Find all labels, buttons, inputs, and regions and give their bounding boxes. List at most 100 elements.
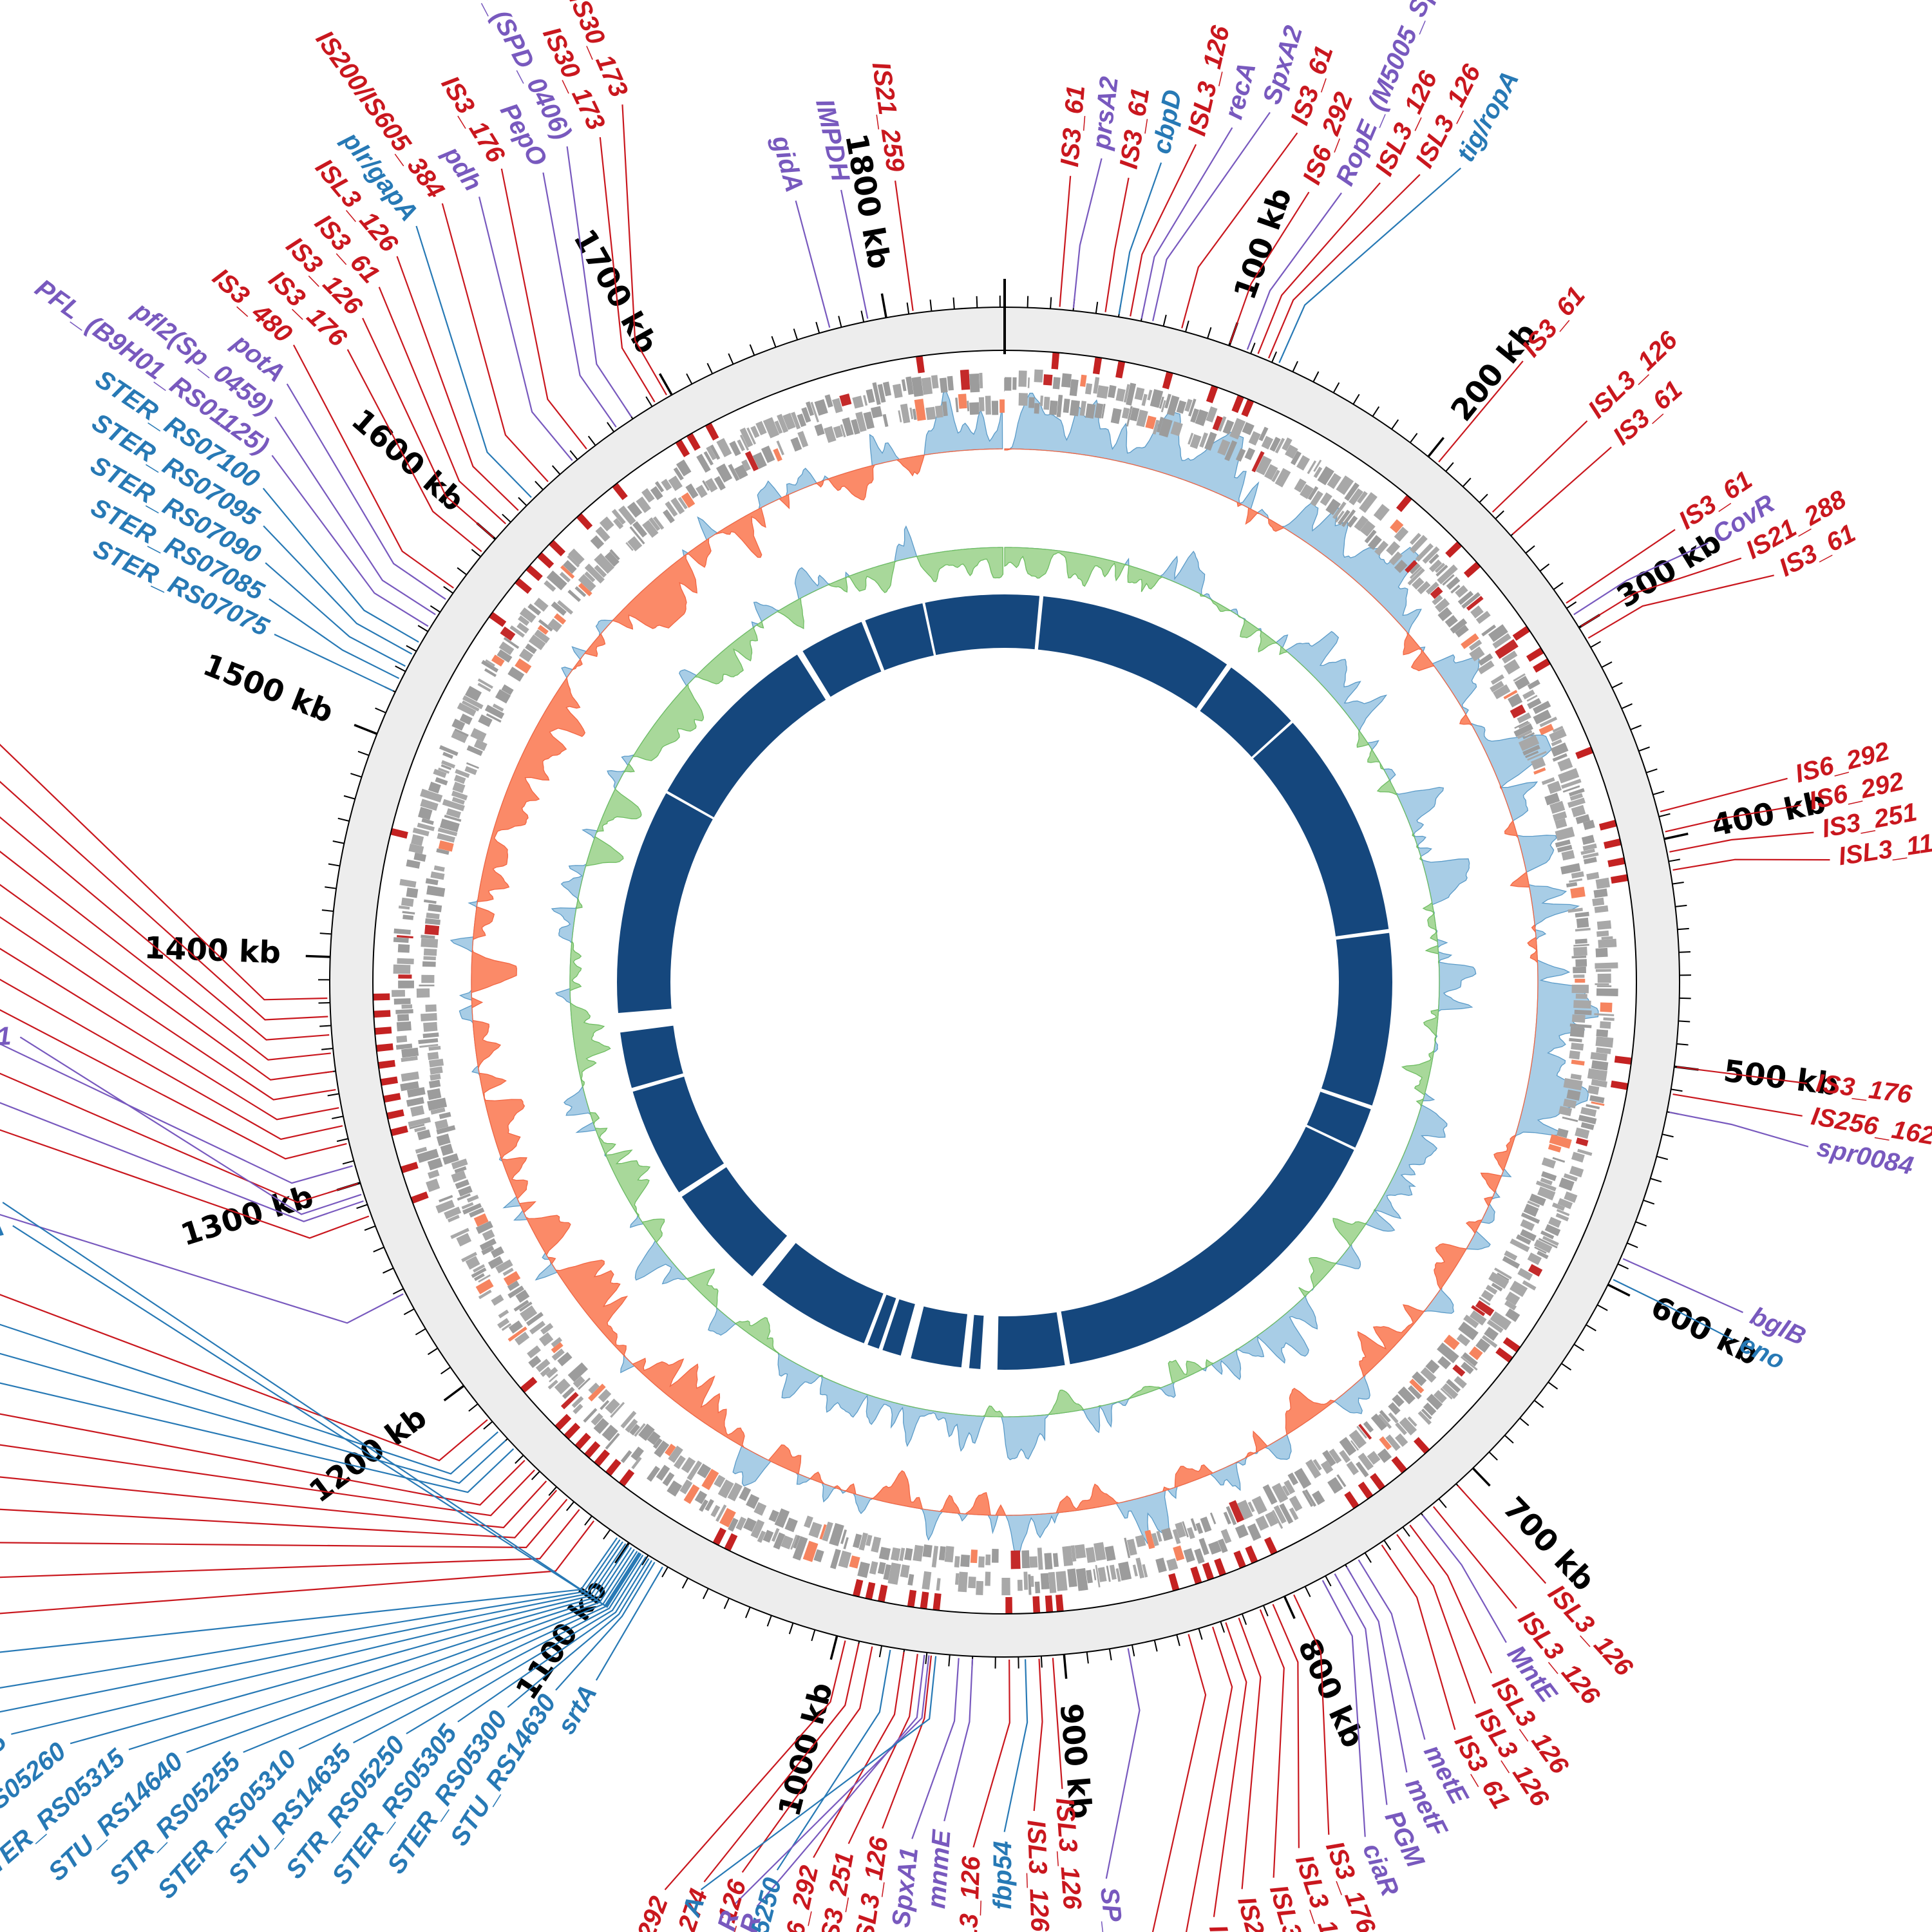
track-gc-skew: [551, 525, 1477, 1461]
label-leader-line: [0, 1509, 580, 1578]
label-leader-line: [500, 168, 587, 450]
label-leader-line: [911, 1658, 960, 1839]
label-leader-line: [1267, 174, 1421, 359]
label-leader-line: [1672, 858, 1830, 871]
locus-tag-label: fbp54: [989, 1841, 1017, 1910]
label-leader-line: [1669, 831, 1814, 853]
label-leader-line: [595, 1566, 663, 1681]
label-leader-line: [1358, 1559, 1426, 1740]
label-leader-line: [1381, 1544, 1456, 1730]
label-leader-line: [1278, 167, 1461, 363]
label-leader-line: [1033, 1658, 1043, 1812]
label-leader-line: [1105, 1648, 1141, 1879]
label-leader-line: [1321, 1580, 1366, 1837]
locus-tag-label: srtA: [552, 1680, 602, 1739]
label-leader-line: [1669, 1112, 1809, 1148]
is-element-label: ISL3_126: [1182, 23, 1235, 138]
axis-tick-label: 1500 kb: [198, 647, 338, 730]
label-leader-line: [813, 1652, 905, 1859]
label-leader-line: [0, 1043, 353, 1184]
label-leader-line: [1346, 1566, 1408, 1773]
label-leader-line: [12, 1225, 642, 1608]
label-leader-line: [1003, 1659, 1028, 1832]
label-leader-line: [263, 525, 413, 655]
gene-name-label: SP_0676: [1095, 1886, 1135, 1932]
label-leader-line: [1512, 446, 1612, 535]
label-leader-line: [1334, 1573, 1388, 1805]
label-leader-line: [1613, 1278, 1734, 1341]
label-leader-line: [0, 884, 334, 1081]
label-leader-line: [1409, 1524, 1493, 1674]
is-element-label: IS6_292: [614, 1893, 674, 1932]
label-leader-line: [1238, 1617, 1262, 1889]
label-leader-line: [703, 1643, 860, 1882]
label-leader-line: [840, 189, 869, 319]
is-element-label: ISL3_126: [953, 1855, 985, 1932]
label-leader-line: [1622, 1258, 1743, 1313]
label-leader-line: [269, 598, 400, 679]
label-leader-line: [0, 1520, 595, 1615]
label-leader-line: [441, 203, 549, 482]
label-leader-line: [1573, 542, 1709, 616]
axis-tick-label: 1100 kb: [509, 1573, 614, 1707]
label-leader-line: [599, 137, 656, 402]
label-leader-line: [0, 1323, 499, 1475]
track-gene-tiles: [392, 369, 1618, 1596]
label-leader-line: [1457, 1485, 1547, 1584]
is-element-label: IS3_176: [1815, 1069, 1914, 1109]
label-leader-line: [1152, 111, 1271, 321]
gene-name-label: SpxA1: [887, 1846, 923, 1929]
label-leader-line: [1185, 1626, 1233, 1932]
label-leader-line: [2, 1202, 640, 1607]
label-leader-line: [795, 200, 831, 328]
gene-name-label: r01: [0, 1022, 12, 1052]
scale-ring: [329, 307, 1680, 1658]
label-leader-line: [1438, 361, 1524, 463]
label-leader-line: [0, 1537, 618, 1653]
label-leader-lines: [0, 104, 1830, 1932]
label-leader-line: [262, 488, 419, 643]
axis-tick-label: 100 kb: [1227, 184, 1300, 304]
label-leader-line: [1293, 1594, 1330, 1835]
label-leader-line: [406, 1556, 647, 1734]
label-leader-line: [274, 416, 436, 616]
label-leader-line: [1580, 557, 1742, 627]
label-leader-line: [1059, 176, 1072, 307]
label-leader-line: [1272, 1604, 1300, 1848]
axis-tick-label: 1700 kb: [566, 223, 664, 360]
is-element-label: IS3_61: [1056, 84, 1090, 168]
label-leader-line: [1246, 192, 1342, 350]
track-alignment-ring: [614, 592, 1393, 1373]
label-leader-line: [0, 1444, 535, 1517]
label-leader-line: [353, 1554, 644, 1744]
label-leader-line: [0, 1413, 526, 1506]
label-leader-line: [1118, 162, 1162, 315]
label-leader-line: [0, 1009, 347, 1160]
label-leader-line: [1665, 804, 1801, 833]
label-leader-line: [378, 287, 507, 525]
axis-tick-label: 700 kb: [1496, 1490, 1602, 1598]
label-leader-line: [1672, 1093, 1803, 1117]
label-leader-line: [0, 978, 343, 1141]
label-leader-line: [0, 781, 328, 1021]
label-leader-line: [1660, 777, 1788, 813]
label-leader-line: [741, 1646, 873, 1873]
label-leader-line: [1676, 1066, 1808, 1084]
track-is-element-ticks: [372, 351, 1633, 1615]
label-leader-line: [972, 1659, 1010, 1848]
label-leader-line: [1130, 144, 1197, 317]
gene-name-label: mnmE: [922, 1828, 956, 1909]
label-leader-line: [292, 345, 454, 589]
label-leader-line: [555, 1562, 656, 1691]
label-leader-line: [848, 1654, 918, 1844]
label-leader-line: [1151, 1634, 1207, 1932]
label-leader-line: [1213, 1622, 1247, 1917]
label-leader-line: [1492, 420, 1588, 513]
is-element-label: ISL3_126: [1022, 1819, 1054, 1932]
label-leader-line: [1432, 1506, 1517, 1609]
label-leader-line: [457, 1558, 650, 1723]
label-leader-line: [621, 104, 667, 395]
label-leader-line: [894, 180, 914, 311]
label-leader-line: [734, 1655, 930, 1904]
